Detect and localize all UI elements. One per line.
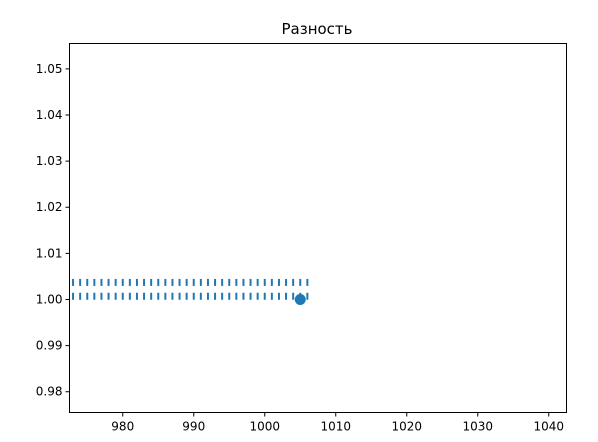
y-tick-label: 1.02 xyxy=(36,200,63,214)
plot-frame xyxy=(69,43,567,413)
chart-title: Разность xyxy=(281,20,352,38)
x-axis: 980 990 1000 1010 1020 1030 1040 xyxy=(111,412,564,434)
y-tick-label: 1.00 xyxy=(36,292,63,306)
x-tick-label: 1010 xyxy=(320,420,351,434)
y-tick-label: 1.04 xyxy=(36,108,63,122)
x-tick-label: 1000 xyxy=(249,420,280,434)
y-tick-label: 1.01 xyxy=(36,246,63,260)
y-tick-label: 1.05 xyxy=(36,62,63,76)
x-tick-label: 1020 xyxy=(391,420,422,434)
plot-area xyxy=(72,278,309,305)
x-tick-label: 990 xyxy=(182,420,205,434)
data-point xyxy=(294,293,306,305)
y-axis: 0.98 0.99 1.00 1.01 1.02 1.03 1.04 1.05 xyxy=(36,62,70,399)
y-tick-label: 0.98 xyxy=(36,385,63,399)
x-tick-label: 1040 xyxy=(533,420,564,434)
x-tick-label: 1030 xyxy=(462,420,493,434)
y-tick-label: 1.03 xyxy=(36,154,63,168)
y-tick-label: 0.99 xyxy=(36,339,63,353)
x-tick-label: 980 xyxy=(111,420,134,434)
